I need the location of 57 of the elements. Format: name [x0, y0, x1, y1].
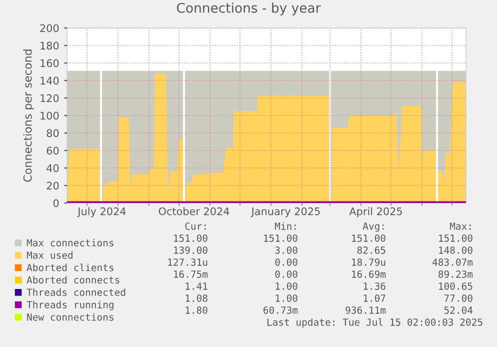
text: Min: [274, 222, 296, 230]
legend-label: New connections [27, 313, 114, 321]
y-tick-label: 180 [40, 42, 59, 50]
legend-label: Aborted clients [26, 264, 114, 272]
legend-label: Aborted connects [26, 276, 120, 284]
text: 1.07 [364, 294, 386, 302]
text: 3.00 [275, 246, 298, 254]
text: 100.65 [439, 282, 472, 290]
text: 16.75m [174, 270, 208, 278]
text: Max: [450, 222, 471, 230]
text: Cur: [185, 222, 206, 230]
y-tick-label: 200 [40, 24, 59, 32]
x-tick-label: January 2025 [250, 207, 320, 218]
text: 52.04 [444, 306, 473, 314]
text: 77.00 [444, 294, 472, 302]
y-tick-label: 60 [46, 146, 59, 155]
y-axis-title: Connections per second [23, 50, 34, 182]
text: 1.08 [186, 294, 208, 302]
text: 1.36 [364, 282, 386, 290]
text: 89.23m [438, 270, 473, 278]
text: 483.07m [432, 258, 473, 266]
legend-label: Threads running [26, 300, 114, 310]
text: 151.00 [439, 234, 472, 242]
y-tick-label: 100 [40, 112, 59, 120]
text: 0.00 [275, 270, 298, 278]
y-tick-label: 80 [46, 129, 59, 138]
text: Avg: [362, 222, 384, 232]
text: 82.65 [357, 246, 386, 254]
y-tick-label: 20 [46, 182, 59, 190]
text: 0.00 [275, 258, 298, 266]
text: 151.00 [174, 234, 208, 242]
text: 1.80 [186, 306, 208, 314]
text: 151.00 [264, 234, 298, 242]
y-tick-label: 40 [46, 164, 59, 172]
text: 148.00 [439, 246, 472, 254]
y-tick-label: 140 [40, 76, 59, 85]
y-tick-label: 120 [40, 94, 59, 102]
text: 127.31u [168, 258, 208, 266]
text: 16.69m [352, 270, 386, 278]
x-tick-label: October 2024 [158, 207, 230, 216]
chart-title: Connections - by year [176, 2, 321, 16]
text: 1.41 [186, 282, 208, 290]
text: 60.73m [264, 306, 298, 314]
legend-label: Max connections [26, 238, 114, 246]
y-tick-label: 160 [40, 59, 59, 68]
text: 18.79u [352, 258, 386, 266]
x-tick-label: July 2024 [77, 207, 126, 218]
text: 936.11m [346, 306, 386, 314]
text: 1.00 [276, 294, 298, 302]
text: 151.00 [352, 234, 386, 242]
legend-label: Max used [26, 251, 72, 259]
y-tick-label: 0 [53, 199, 59, 208]
text: Last update: Tue Jul 15 02:00:03 2025 [267, 318, 482, 328]
text: 139.00 [174, 246, 208, 254]
text: 1.00 [276, 282, 298, 290]
legend-label: Threads connected [26, 288, 126, 296]
x-tick-label: April 2025 [349, 207, 402, 218]
